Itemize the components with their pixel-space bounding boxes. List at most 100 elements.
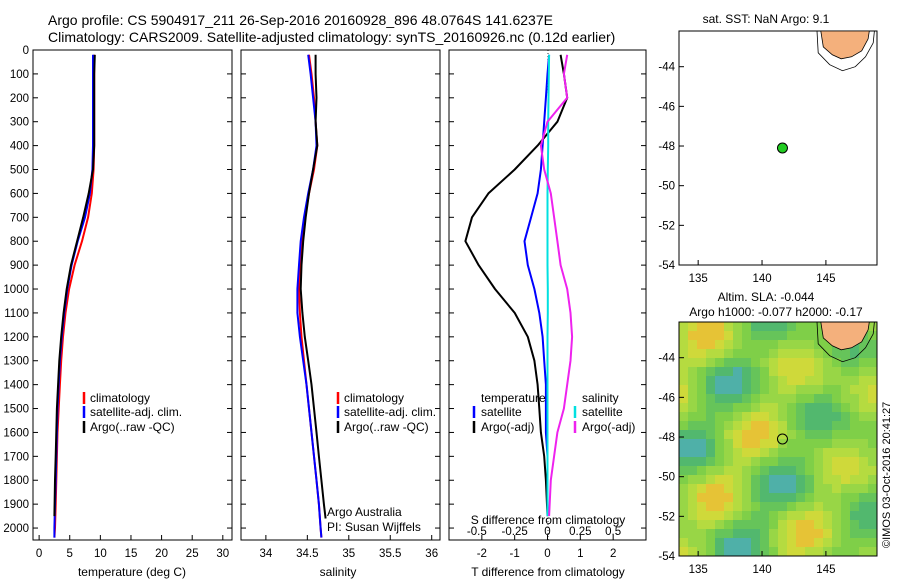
heat-cell — [715, 385, 725, 395]
heat-cell — [733, 403, 743, 413]
heat-cell — [868, 457, 877, 467]
heat-cell — [742, 538, 752, 548]
heat-cell — [697, 349, 707, 359]
heat-cell — [841, 367, 851, 377]
heat-cell — [796, 412, 806, 422]
coast-contour — [816, 30, 875, 72]
heat-cell — [715, 466, 725, 476]
heat-cell — [706, 538, 716, 548]
heat-cell — [706, 529, 716, 539]
heat-cell — [706, 430, 716, 440]
heat-cell — [769, 376, 779, 386]
heat-cell — [796, 331, 806, 341]
y-tick-label: 600 — [10, 188, 29, 200]
heat-cell — [697, 394, 707, 404]
tasmania-landmass — [816, 322, 875, 363]
heat-cell — [769, 547, 779, 556]
heat-cell — [868, 484, 877, 494]
heat-cell — [751, 385, 761, 395]
heat-cell — [733, 421, 743, 431]
heat-cell — [796, 439, 806, 449]
y-tick-label: -44 — [658, 62, 675, 74]
heat-cell — [742, 367, 752, 377]
heat-cell — [823, 547, 833, 556]
heat-cell — [850, 367, 860, 377]
y-tick-label: 200 — [10, 93, 29, 105]
heat-cell — [724, 358, 734, 368]
heat-cell — [850, 358, 860, 368]
heat-cell — [742, 430, 752, 440]
heat-cell — [715, 511, 725, 521]
y-tick-label: 1900 — [3, 499, 29, 511]
heat-cell — [742, 439, 752, 449]
heat-cell — [832, 520, 842, 530]
x-tick-label: 20 — [155, 548, 168, 560]
heat-cell — [841, 457, 851, 467]
heat-cell — [778, 493, 788, 503]
y-tick-label: 1500 — [3, 404, 29, 416]
heat-cell — [868, 349, 877, 359]
heat-cell — [724, 349, 734, 359]
heat-cell — [751, 412, 761, 422]
y-tick-label: 1300 — [3, 356, 29, 368]
heat-cell — [805, 520, 815, 530]
heat-cell — [778, 547, 788, 556]
heat-cell — [832, 412, 842, 422]
x-tick-label: 5 — [67, 548, 73, 560]
heat-cell — [679, 358, 689, 368]
y-tick-label: 700 — [10, 212, 29, 224]
difference-legend: temperature satellite Argo(-adj) salinit… — [472, 391, 635, 434]
heat-cell — [733, 520, 743, 530]
altimetry-map-frame — [678, 321, 878, 557]
heat-cell — [679, 430, 689, 440]
salinity-legend: climatology satellite-adj. clim. Argo(..… — [336, 391, 436, 434]
heat-cell — [751, 529, 761, 539]
heat-cell — [814, 448, 824, 458]
heat-cell — [823, 448, 833, 458]
heat-cell — [706, 394, 716, 404]
series-line — [523, 54, 551, 517]
legend-sal-satellite-label: satellite — [582, 405, 623, 419]
heat-cell — [805, 421, 815, 431]
heat-cell — [796, 484, 806, 494]
heat-cell — [832, 502, 842, 512]
heat-cell — [715, 349, 725, 359]
heat-cell — [760, 322, 770, 332]
heat-cell — [688, 547, 698, 556]
heat-cell — [724, 385, 734, 395]
heat-cell — [679, 412, 689, 422]
heat-cell — [832, 394, 842, 404]
heat-cell — [724, 331, 734, 341]
heat-cell — [814, 493, 824, 503]
heat-cell — [841, 358, 851, 368]
y-tick-label: -48 — [658, 141, 675, 153]
heat-cell — [778, 466, 788, 476]
heat-cell — [733, 457, 743, 467]
heat-cell — [733, 547, 743, 556]
heat-cell — [733, 430, 743, 440]
heat-cell — [760, 385, 770, 395]
y-tick-label: 400 — [10, 141, 29, 153]
heat-cell — [742, 376, 752, 386]
heat-cell — [697, 439, 707, 449]
y-tick-label: 300 — [10, 117, 29, 129]
heat-cell — [841, 376, 851, 386]
heat-cell — [841, 538, 851, 548]
heat-cell — [715, 403, 725, 413]
heat-cell — [760, 331, 770, 341]
x-tick-label: 36 — [425, 548, 438, 560]
heat-cell — [787, 322, 797, 332]
heat-cell — [868, 475, 877, 485]
heat-cell — [733, 394, 743, 404]
heat-cell — [814, 376, 824, 386]
heat-cell — [688, 349, 698, 359]
heat-cell — [832, 430, 842, 440]
temperature-xlabel: temperature (deg C) — [78, 565, 186, 579]
x-tick-label: 145 — [816, 564, 835, 576]
salinity-annotation-2: PI: Susan Wijffels — [327, 520, 421, 534]
heat-cell — [823, 538, 833, 548]
heat-cell — [760, 529, 770, 539]
legend-climatology-label: climatology — [344, 391, 404, 405]
legend-salinity-title: salinity — [582, 391, 619, 405]
heat-cell — [715, 547, 725, 556]
